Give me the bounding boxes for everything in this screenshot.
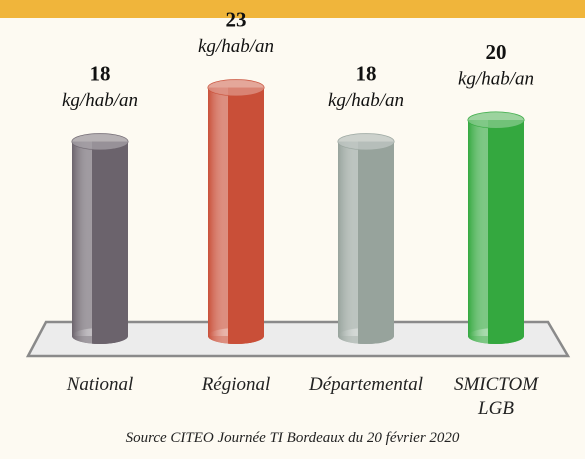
cylinder-bottom-shade — [72, 328, 128, 344]
category-label: SMICTOM LGB — [453, 374, 539, 419]
cylinder-top-light — [338, 133, 394, 150]
cylinder-top-light — [72, 133, 128, 150]
top-band — [0, 0, 585, 18]
cylinder-top-light — [208, 79, 264, 96]
unit-label: kg/hab/an — [62, 90, 138, 111]
cylinder-top — [467, 111, 525, 129]
unit-label: kg/hab/an — [458, 68, 534, 89]
value-label: 18 — [356, 61, 377, 85]
bar — [468, 120, 524, 336]
category-label: Régional — [201, 374, 271, 395]
value-label: 18 — [90, 61, 111, 85]
cylinder-top — [71, 133, 129, 151]
cylinder-bottom-shade — [338, 328, 394, 344]
cylinder-top-light — [468, 112, 524, 128]
bar — [338, 141, 394, 336]
cylinder-top — [207, 79, 265, 97]
cylinder-bottom-shade — [208, 328, 264, 344]
category-label: National — [66, 374, 134, 395]
cylinder-bottom-shade — [468, 328, 524, 344]
unit-label: kg/hab/an — [328, 90, 404, 111]
unit-label: kg/hab/an — [198, 36, 274, 57]
value-label: 20 — [486, 40, 507, 64]
source-note: Source CITEO Journée TI Bordeaux du 20 f… — [125, 430, 460, 446]
bar — [72, 141, 128, 336]
category-label: Départemental — [309, 374, 423, 395]
bar — [208, 87, 264, 336]
value-label: 23 — [226, 7, 247, 31]
cylinder-top — [337, 133, 395, 151]
